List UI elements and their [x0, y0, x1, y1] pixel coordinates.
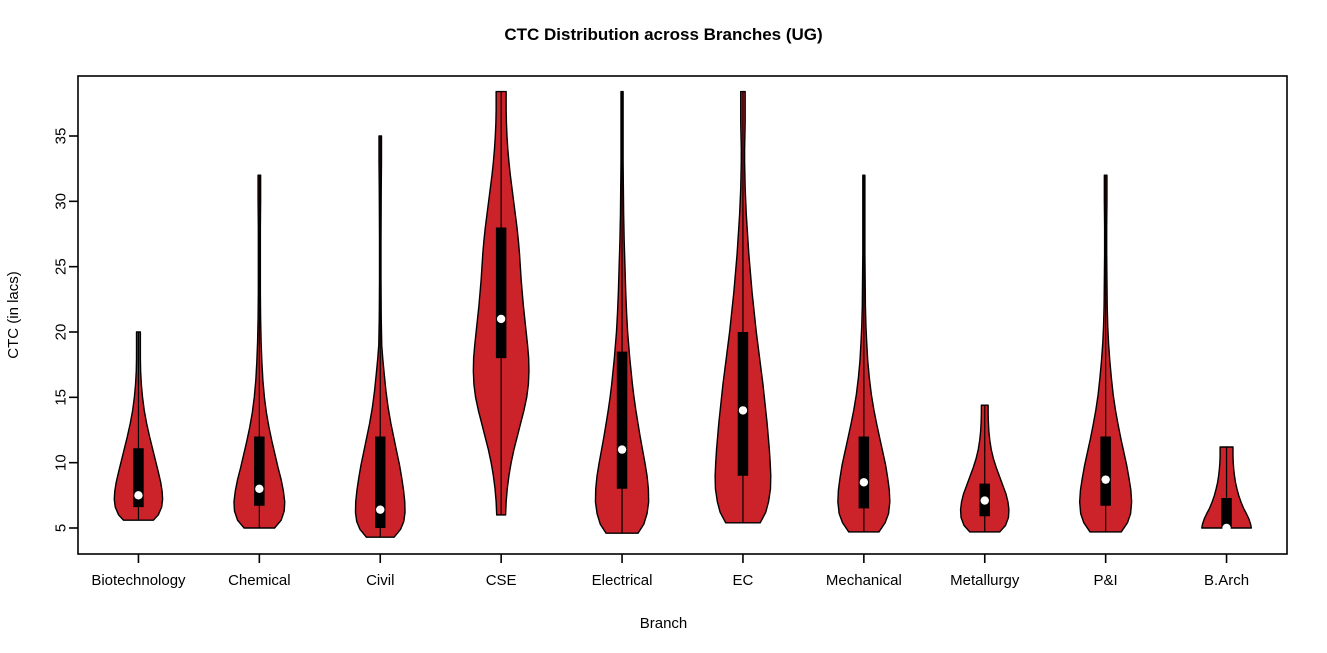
x-tick-label-b-arch: B.Arch [1204, 572, 1249, 589]
violin-p-i [1078, 174, 1133, 533]
page-title: CTC Distribution across Branches (UG) [504, 25, 823, 44]
y-tick-label: 35 [53, 128, 70, 145]
x-tick-label-biotechnology: Biotechnology [91, 572, 186, 589]
x-tick-label-ec: EC [733, 572, 754, 589]
violin-biotechnology [113, 331, 164, 521]
y-axis: 5 10 15 20 25 30 35 [53, 128, 78, 532]
violin-series-group [113, 90, 1253, 538]
median-point [255, 484, 264, 493]
x-tick-label-civil: Civil [366, 572, 394, 589]
y-tick-label: 20 [53, 324, 70, 341]
x-tick-label-chemical: Chemical [228, 572, 291, 589]
violin-electrical [594, 90, 650, 534]
violin-b-arch [1201, 446, 1253, 533]
plot-border [77, 75, 1288, 555]
x-tick-label-mechanical: Mechanical [826, 572, 902, 589]
violin-mechanical [837, 174, 891, 533]
x-axis: Biotechnology Chemical Civil CSE Electrical E… [91, 554, 1249, 589]
median-point [496, 314, 506, 324]
x-tick-label-cse: CSE [486, 572, 517, 589]
y-tick-label: 25 [53, 258, 70, 275]
violin-cse [472, 90, 530, 516]
violin-chemical [233, 174, 286, 529]
median-point [1101, 475, 1110, 484]
median-point [1222, 523, 1231, 533]
x-tick-label-p-i: P&I [1094, 572, 1118, 589]
violin-civil [354, 135, 406, 538]
median-point [617, 445, 627, 454]
median-point [134, 491, 143, 500]
y-tick-label: 30 [53, 193, 70, 210]
x-tick-label-electrical: Electrical [592, 572, 653, 589]
plot-frame [77, 75, 1288, 555]
y-tick-label: 10 [53, 454, 70, 471]
y-tick-label: 5 [53, 524, 70, 532]
x-tick-label-metallurgy: Metallurgy [950, 572, 1020, 589]
median-point [980, 496, 989, 505]
median-point [738, 406, 748, 415]
median-point [859, 478, 869, 487]
violin-metallurgy [959, 404, 1010, 533]
y-tick-label: 15 [53, 389, 70, 406]
median-point [376, 505, 385, 514]
violin-ec [714, 90, 772, 524]
x-axis-title: Branch [639, 615, 688, 632]
